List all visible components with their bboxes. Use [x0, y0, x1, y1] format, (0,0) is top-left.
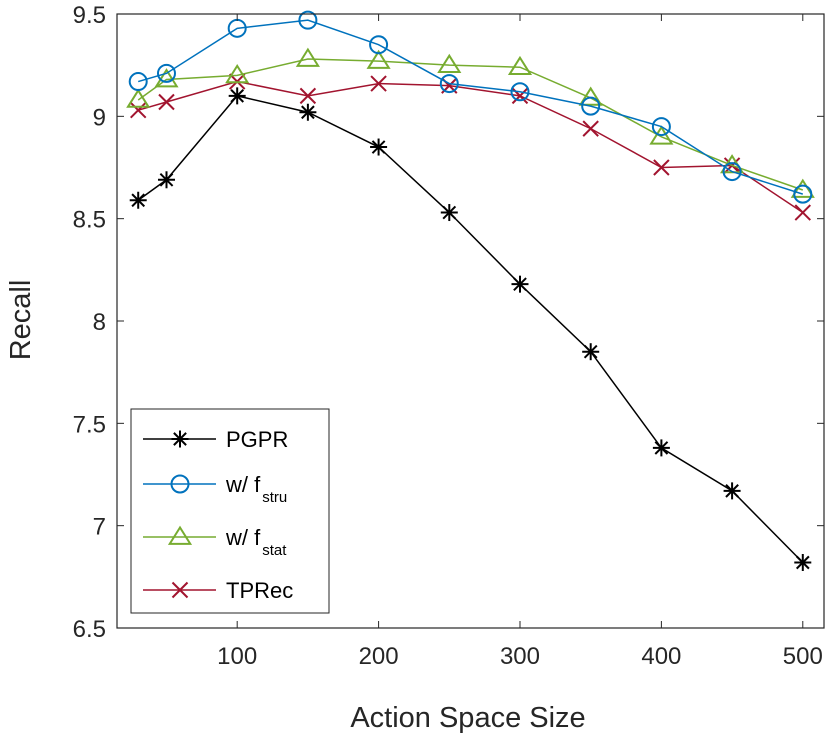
y-tick-label: 8.5 — [73, 207, 106, 234]
data-point-tprec — [653, 159, 670, 176]
series-line-w-f-stru — [138, 19, 804, 195]
data-point-tprec — [299, 87, 317, 105]
y-tick-label: 7 — [93, 514, 106, 541]
data-point-w-f-stru — [128, 72, 148, 92]
data-point-tprec — [794, 204, 811, 221]
data-point-w-f-stat — [507, 55, 533, 76]
x-axis-label: Action Space Size — [350, 702, 585, 734]
legend-subscript-w-f-stat: stat — [262, 542, 287, 559]
y-tick-label: 9.5 — [73, 2, 106, 29]
series-pgpr — [129, 87, 812, 572]
data-point-w-f-stat — [126, 88, 151, 108]
x-tick-label: 500 — [783, 643, 823, 670]
data-point-pgpr — [129, 191, 147, 209]
data-point-w-f-stru — [651, 117, 671, 137]
legend-marker-tprec — [171, 581, 189, 599]
data-point-w-f-stru — [581, 96, 601, 116]
data-point-pgpr — [299, 103, 317, 121]
x-tick-label: 200 — [359, 643, 399, 670]
series-line-w-f-stat — [137, 58, 804, 191]
series-layer — [126, 10, 815, 572]
data-point-w-f-stat — [578, 86, 603, 106]
axes-layer: 100 200 300 400 500 6.5 7 7.5 8 8.5 9 9.5 — [73, 2, 825, 670]
y-axis-label: Recall — [5, 280, 37, 361]
legend-marker-w-f-stat — [167, 525, 193, 545]
data-point-tprec — [130, 101, 147, 119]
series-tprec — [130, 73, 811, 221]
data-point-tprec — [370, 75, 387, 92]
data-point-tprec — [582, 120, 599, 137]
data-point-pgpr — [652, 439, 670, 457]
x-tick-label: 100 — [217, 643, 257, 670]
data-point-w-f-stat — [790, 178, 815, 198]
data-point-pgpr — [723, 482, 741, 500]
legend-label-pgpr: PGPR — [226, 427, 288, 452]
legend-marker-w-f-stru — [170, 474, 190, 494]
legend-item-tprec: TPRec — [143, 578, 293, 603]
data-point-tprec — [158, 93, 175, 111]
data-point-pgpr — [511, 275, 529, 293]
data-point-w-f-stat — [225, 64, 250, 84]
x-tick-label: 400 — [641, 643, 681, 670]
data-point-w-f-stru — [722, 162, 742, 182]
data-point-w-f-stru — [439, 74, 459, 94]
data-point-w-f-stru — [369, 35, 389, 55]
data-point-pgpr — [440, 204, 458, 222]
y-tick-label: 7.5 — [73, 411, 106, 438]
data-point-pgpr — [157, 171, 175, 189]
data-point-w-f-stru — [510, 82, 530, 102]
legend-subscript-w-f-stru: stru — [262, 489, 287, 506]
data-point-w-f-stru — [298, 10, 318, 30]
legend-marker-pgpr — [171, 430, 189, 448]
y-tick-label: 6.5 — [73, 616, 106, 643]
data-point-pgpr — [228, 87, 246, 105]
data-point-w-f-stru — [793, 184, 813, 204]
data-point-pgpr — [582, 343, 600, 361]
data-point-w-f-stat — [154, 68, 179, 88]
data-point-w-f-stat — [295, 47, 320, 67]
data-point-pgpr — [370, 138, 388, 156]
data-point-w-f-stru — [156, 63, 176, 83]
x-tick-label: 300 — [500, 643, 540, 670]
data-point-w-f-stat — [649, 125, 674, 145]
legend-label-tprec: TPRec — [226, 578, 293, 603]
y-tick-label: 9 — [93, 104, 106, 131]
data-point-w-f-stat — [437, 53, 462, 74]
series-w-f-stru — [128, 10, 813, 204]
data-point-w-f-stat — [366, 49, 391, 69]
series-w-f-stat — [126, 47, 815, 198]
y-tick-label: 8 — [93, 309, 106, 336]
legend-item-pgpr: PGPR — [143, 427, 288, 452]
legend-box — [130, 408, 330, 614]
data-point-pgpr — [794, 554, 812, 572]
